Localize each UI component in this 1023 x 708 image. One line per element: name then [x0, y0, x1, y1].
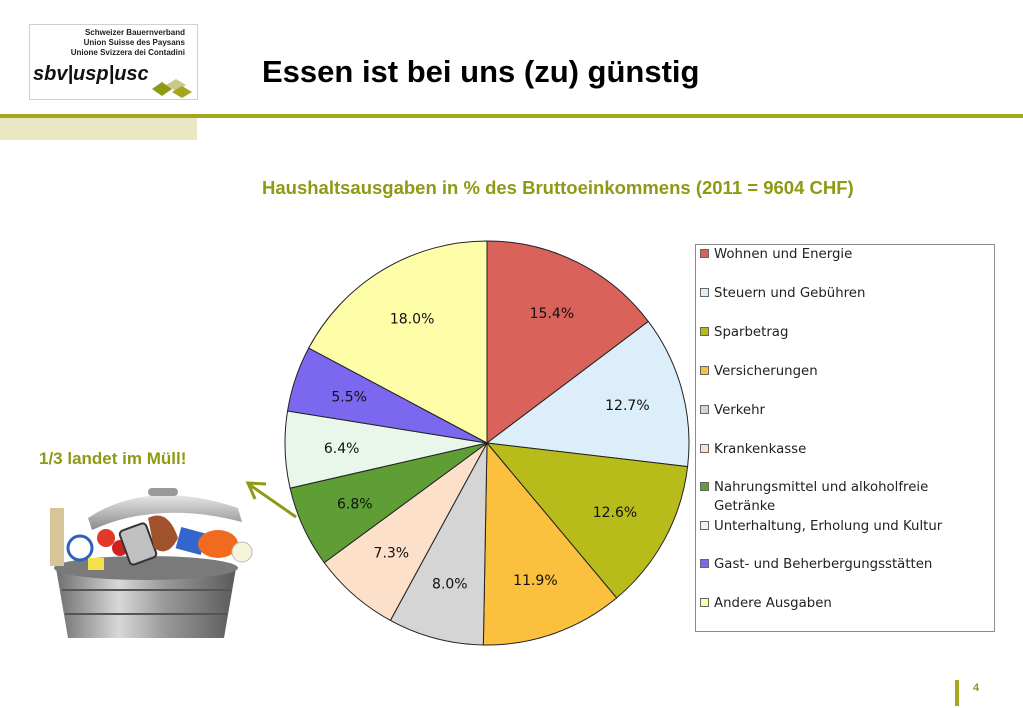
- legend-swatch: [700, 288, 709, 297]
- legend-label: Sparbetrag: [714, 325, 789, 340]
- logo-line-3: Unione Svizzera dei Contadini: [70, 48, 185, 57]
- legend-item: Unterhaltung, Erholung und Kultur: [700, 517, 984, 536]
- pie-slice-label: 5.5%: [331, 390, 367, 406]
- waste-annotation: 1/3 landet im Müll!: [39, 449, 187, 468]
- chart-title: Haushaltsausgaben in % des Bruttoeinkomm…: [262, 177, 854, 198]
- pie-slice: [485, 442, 689, 599]
- legend-label: Gast- und Beherbergungsstätten: [714, 557, 933, 572]
- page-marker: [955, 680, 959, 706]
- page-title: Essen ist bei uns (zu) günstig: [262, 54, 700, 89]
- legend-swatch: [700, 482, 709, 491]
- logo: Schweizer Bauernverband Union Suisse des…: [29, 24, 198, 100]
- pie-slice-label: 6.4%: [324, 441, 360, 457]
- pie-slice-label: 18.0%: [390, 311, 434, 327]
- legend-label: Wohnen und Energie: [714, 247, 853, 262]
- pie-slice: [482, 441, 618, 646]
- legend-item: Nahrungsmittel und alkoholfreie Getränke: [700, 478, 984, 516]
- logo-diamond-icon: [152, 79, 192, 98]
- legend-label: Versicherungen: [714, 364, 818, 379]
- legend-swatch: [700, 249, 709, 258]
- legend-item: Steuern und Gebühren: [700, 284, 984, 303]
- legend-swatch: [700, 405, 709, 414]
- header-rule-block: [0, 118, 197, 140]
- logo-line-2: Union Suisse des Paysans: [83, 38, 185, 47]
- pie-slice-label: 6.8%: [337, 497, 373, 513]
- legend-label: Andere Ausgaben: [714, 596, 832, 611]
- legend-item: Andere Ausgaben: [700, 594, 984, 613]
- pie-slice: [486, 240, 650, 445]
- pie-slice: [308, 240, 488, 444]
- legend-swatch: [700, 559, 709, 568]
- legend-swatch: [700, 366, 709, 375]
- page-number: 4: [973, 682, 980, 694]
- pie-slice-label: 12.7%: [605, 398, 649, 414]
- pie-slice: [485, 320, 690, 468]
- pie-slice-label: 8.0%: [432, 577, 468, 593]
- header-rule: [0, 114, 1023, 118]
- legend-swatch: [700, 444, 709, 453]
- trash-can-icon: [50, 488, 253, 638]
- logo-wordmark: sbv|usp|usc: [33, 63, 149, 85]
- legend-swatch: [700, 327, 709, 336]
- legend-item: Verkehr: [700, 401, 984, 420]
- pie-slice: [389, 442, 488, 646]
- legend-item: Versicherungen: [700, 362, 984, 381]
- legend-item: Wohnen und Energie: [700, 245, 984, 264]
- legend-label: Nahrungsmittel und alkoholfreie Getränke: [714, 480, 929, 514]
- legend-label: Verkehr: [714, 403, 766, 418]
- pie-slice-label: 11.9%: [513, 573, 557, 589]
- legend-swatch: [700, 598, 709, 607]
- legend-item: Sparbetrag: [700, 323, 984, 342]
- chart-legend: Wohnen und Energie Steuern und Gebühren Sp…: [695, 244, 995, 632]
- logo-line-1: Schweizer Bauernverband: [84, 28, 185, 37]
- legend-swatch: [700, 521, 709, 530]
- pie-slice-label: 12.6%: [593, 505, 637, 521]
- pie-slice-label: 15.4%: [530, 306, 574, 322]
- legend-label: Krankenkasse: [714, 442, 807, 457]
- legend-item: Gast- und Beherbergungsstätten: [700, 555, 984, 574]
- legend-item: Krankenkasse: [700, 440, 984, 459]
- legend-label: Unterhaltung, Erholung und Kultur: [714, 519, 943, 534]
- pie-slice-label: 7.3%: [374, 546, 410, 562]
- legend-label: Steuern und Gebühren: [714, 286, 866, 301]
